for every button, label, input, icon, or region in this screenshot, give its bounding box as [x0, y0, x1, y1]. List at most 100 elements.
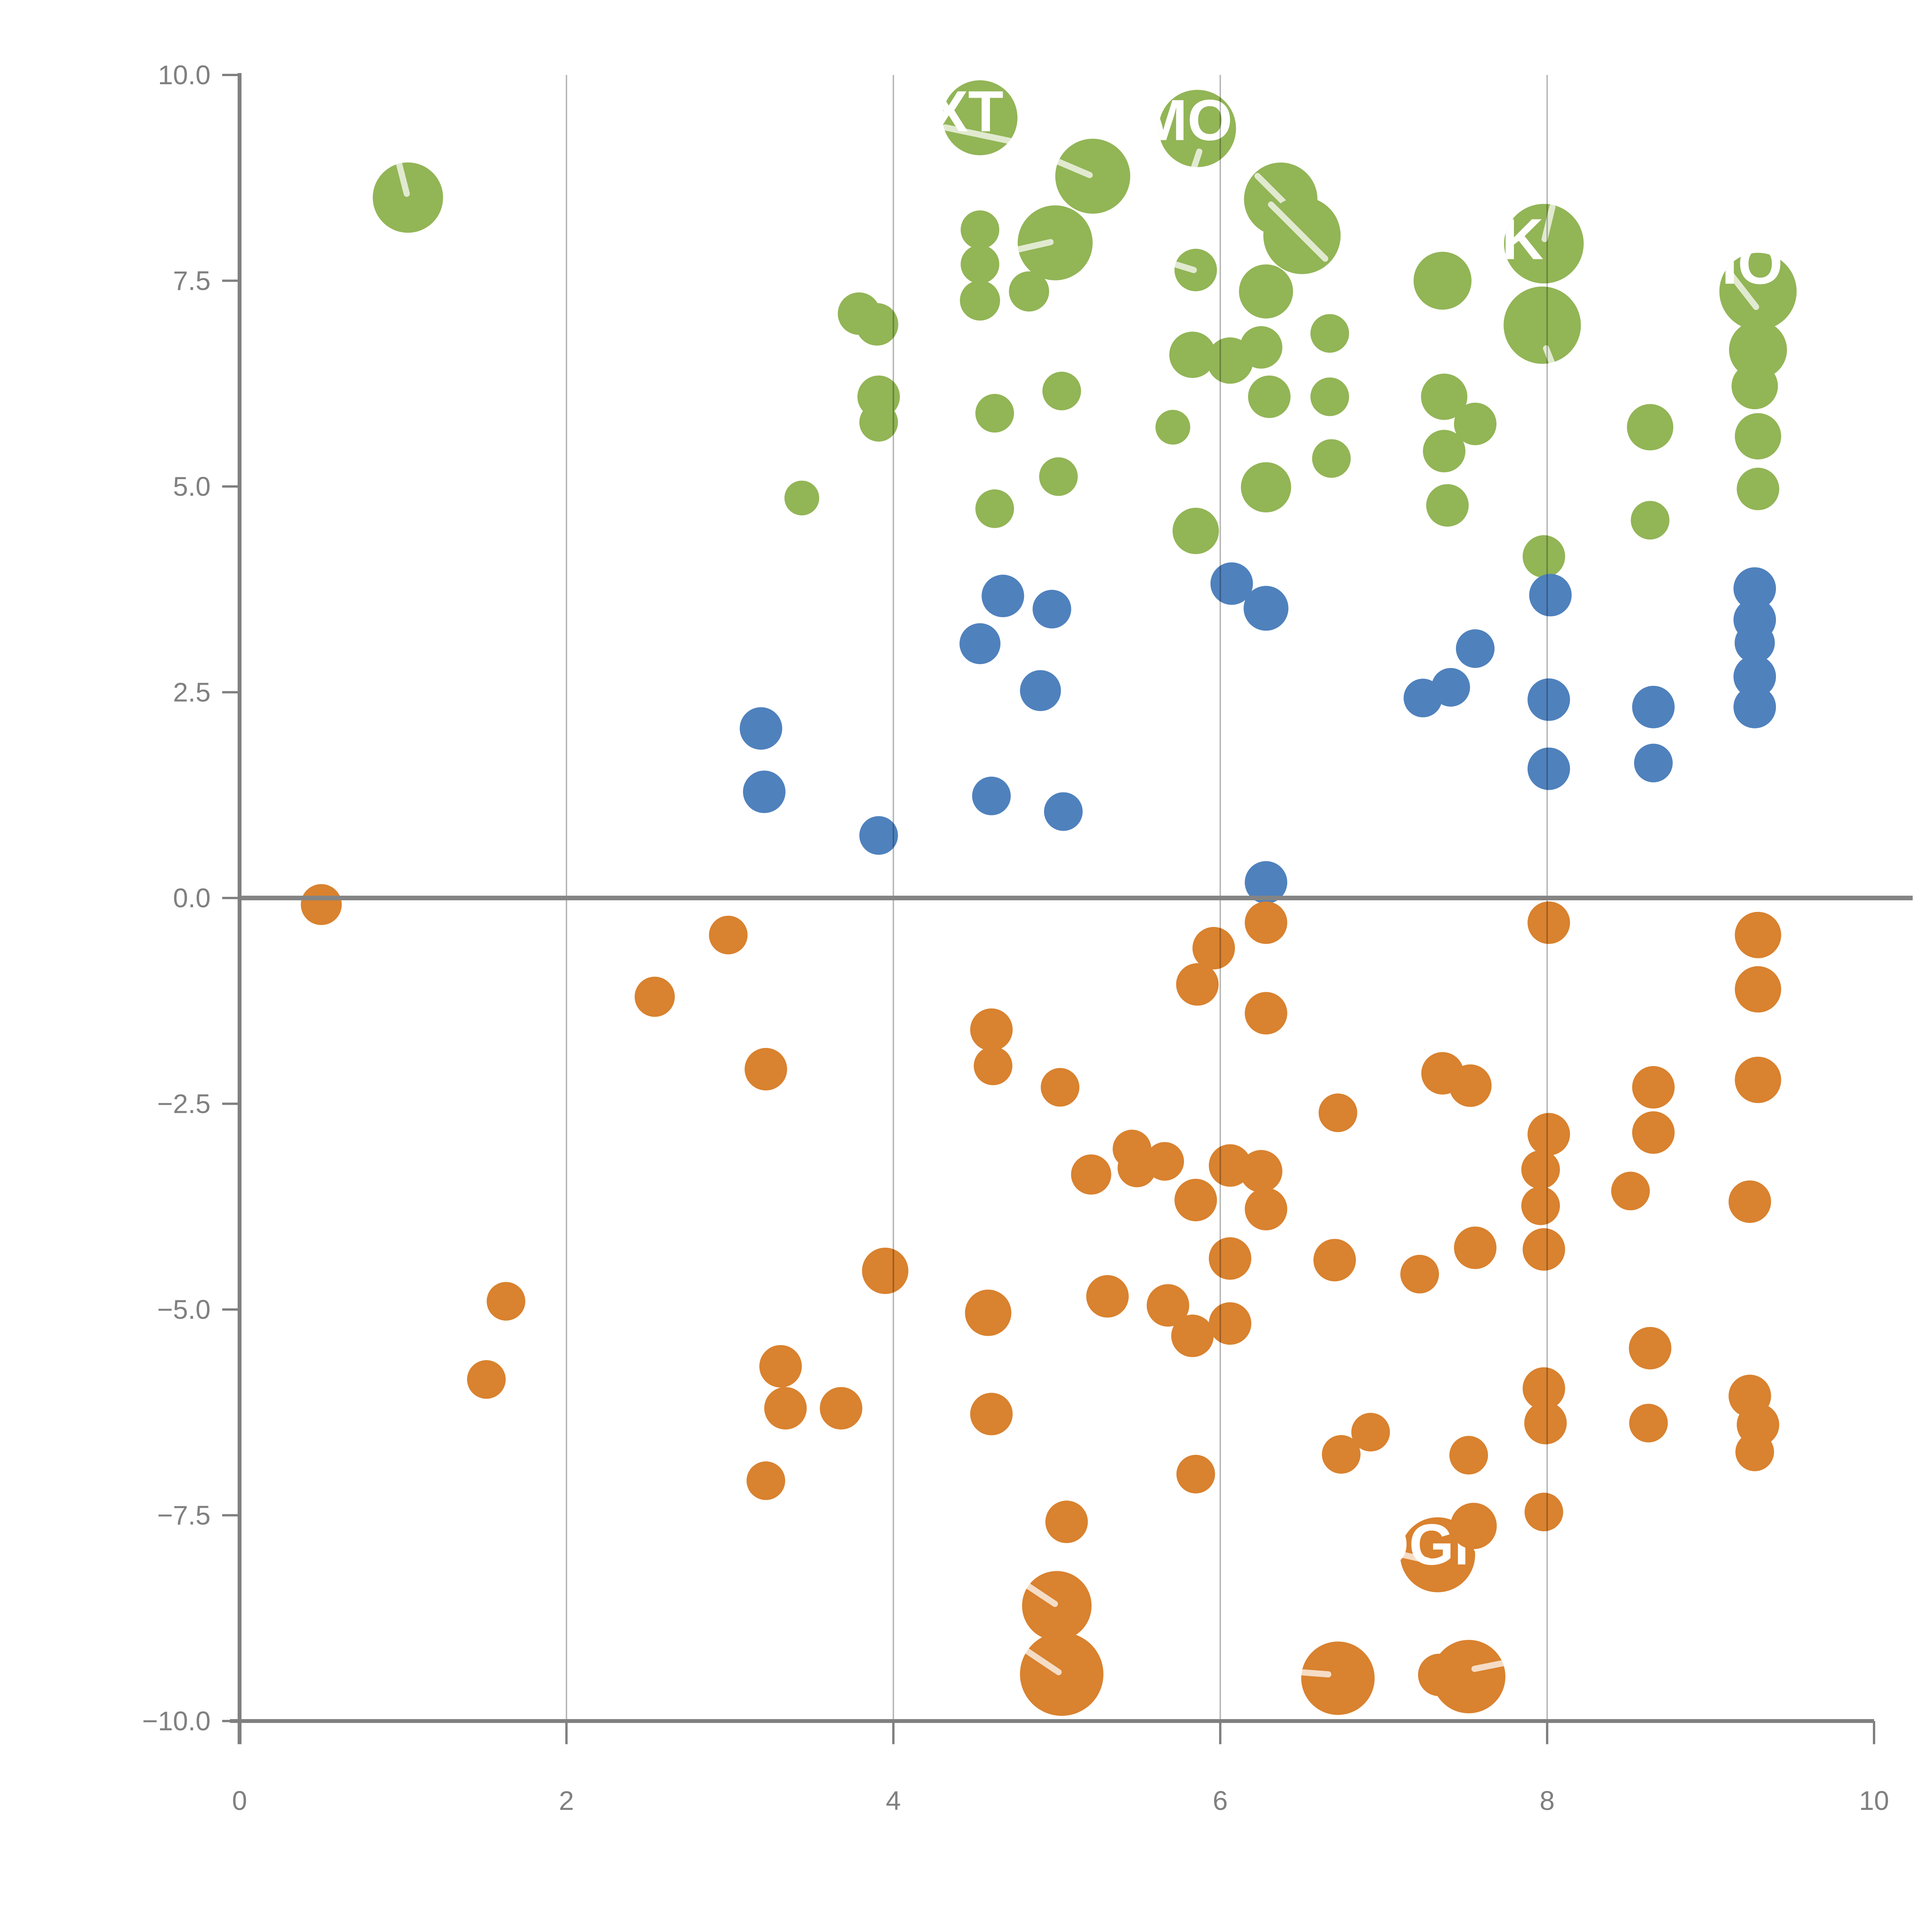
orange-bubble[interactable] — [1174, 1179, 1217, 1221]
orange-bubble[interactable] — [1300, 1641, 1375, 1715]
green-bubble[interactable] — [372, 159, 443, 233]
green-bubble[interactable] — [1053, 138, 1131, 214]
green-bubble[interactable] — [1627, 404, 1673, 451]
orange-bubble[interactable] — [634, 976, 675, 1017]
orange-bubble[interactable] — [301, 884, 342, 925]
blue-bubble[interactable] — [1527, 678, 1570, 721]
orange-bubble[interactable] — [1209, 1237, 1252, 1280]
blue-bubble[interactable] — [981, 575, 1024, 617]
blue-bubble[interactable] — [1529, 574, 1572, 617]
green-bubble[interactable] — [859, 403, 898, 442]
green-bubble[interactable] — [1240, 326, 1282, 369]
green-bubble[interactable]: XT — [929, 79, 1018, 155]
orange-bubble[interactable] — [1527, 901, 1570, 944]
blue-bubble[interactable] — [859, 816, 898, 855]
green-bubble[interactable] — [1454, 403, 1497, 446]
green-bubble[interactable] — [1039, 457, 1078, 496]
orange-bubble[interactable] — [1735, 1432, 1774, 1471]
blue-bubble[interactable] — [1044, 792, 1083, 831]
green-bubble[interactable] — [1042, 371, 1081, 410]
orange-bubble[interactable] — [820, 1387, 862, 1430]
green-bubble[interactable] — [1735, 413, 1781, 460]
blue-bubble[interactable] — [1634, 743, 1673, 782]
orange-bubble[interactable] — [1245, 901, 1287, 944]
green-bubble[interactable]: K — [1502, 204, 1584, 284]
orange-bubble[interactable] — [1521, 1186, 1560, 1225]
orange-bubble[interactable] — [1629, 1327, 1672, 1370]
green-bubble[interactable] — [1312, 439, 1351, 478]
orange-bubble[interactable] — [1521, 1150, 1560, 1189]
orange-bubble[interactable] — [1418, 1653, 1461, 1696]
green-bubble[interactable] — [1731, 363, 1778, 410]
blue-bubble[interactable] — [1431, 668, 1470, 707]
orange-bubble[interactable] — [1449, 1436, 1488, 1475]
blue-bubble[interactable] — [1243, 586, 1289, 631]
blue-bubble[interactable] — [972, 776, 1011, 815]
orange-bubble[interactable] — [970, 1393, 1013, 1435]
orange-bubble[interactable] — [1450, 1503, 1497, 1549]
green-bubble[interactable] — [1423, 430, 1466, 473]
orange-bubble[interactable] — [1351, 1413, 1390, 1452]
green-bubble[interactable] — [855, 303, 898, 346]
orange-bubble[interactable] — [745, 1048, 787, 1091]
orange-bubble[interactable] — [1176, 963, 1219, 1006]
orange-bubble[interactable] — [1527, 1113, 1570, 1156]
orange-bubble[interactable] — [1020, 1632, 1104, 1716]
orange-bubble[interactable] — [1322, 1435, 1361, 1474]
green-bubble[interactable] — [1421, 373, 1468, 420]
orange-bubble[interactable] — [1245, 1188, 1287, 1231]
orange-bubble[interactable] — [467, 1360, 506, 1399]
green-bubble[interactable] — [1169, 332, 1216, 378]
orange-bubble[interactable] — [1245, 992, 1287, 1035]
orange-bubble[interactable] — [1449, 1064, 1492, 1107]
orange-bubble[interactable] — [1454, 1226, 1497, 1269]
orange-bubble[interactable] — [1522, 1367, 1565, 1410]
orange-bubble[interactable] — [1171, 1315, 1214, 1357]
orange-bubble[interactable] — [1071, 1154, 1111, 1195]
blue-bubble[interactable] — [740, 707, 782, 750]
orange-bubble[interactable] — [1735, 912, 1781, 958]
blue-bubble[interactable] — [1527, 747, 1570, 790]
green-bubble[interactable] — [784, 480, 820, 515]
blue-bubble[interactable] — [1210, 562, 1253, 605]
blue-bubble[interactable] — [1733, 655, 1776, 698]
green-bubble[interactable]: IO — [1719, 231, 1797, 330]
green-bubble[interactable] — [1013, 205, 1093, 281]
green-bubble[interactable] — [975, 489, 1014, 528]
green-bubble[interactable] — [1503, 286, 1581, 390]
orange-bubble[interactable] — [764, 1387, 807, 1430]
green-bubble[interactable] — [1413, 252, 1472, 310]
orange-bubble[interactable] — [1041, 1068, 1080, 1107]
orange-bubble[interactable] — [1611, 1172, 1650, 1211]
blue-bubble[interactable] — [1456, 629, 1495, 668]
orange-bubble[interactable] — [1318, 1093, 1357, 1132]
orange-bubble[interactable] — [862, 1247, 908, 1294]
green-bubble[interactable] — [1239, 264, 1293, 319]
orange-bubble[interactable] — [974, 1046, 1013, 1085]
orange-bubble[interactable] — [1629, 1403, 1668, 1442]
orange-bubble[interactable] — [1524, 1401, 1567, 1444]
blue-bubble[interactable] — [1032, 590, 1071, 629]
blue-bubble[interactable] — [1245, 861, 1287, 904]
orange-bubble[interactable] — [1192, 927, 1235, 969]
orange-bubble[interactable] — [1735, 966, 1781, 1013]
orange-bubble[interactable] — [1632, 1111, 1675, 1154]
green-bubble[interactable] — [1310, 314, 1349, 353]
green-bubble[interactable] — [1310, 377, 1349, 416]
green-bubble[interactable] — [1426, 484, 1469, 527]
orange-bubble[interactable] — [1146, 1284, 1189, 1327]
green-bubble[interactable] — [1736, 468, 1779, 510]
orange-bubble[interactable] — [486, 1282, 526, 1321]
green-bubble[interactable] — [1729, 321, 1787, 379]
orange-bubble[interactable] — [709, 915, 748, 954]
green-bubble[interactable] — [1522, 535, 1565, 578]
orange-bubble[interactable] — [1728, 1180, 1771, 1223]
orange-bubble[interactable] — [759, 1345, 802, 1388]
green-bubble[interactable] — [975, 394, 1014, 433]
green-bubble[interactable] — [961, 210, 1000, 249]
green-bubble[interactable] — [1631, 501, 1670, 540]
orange-bubble[interactable] — [1240, 1150, 1282, 1193]
blue-bubble[interactable] — [1733, 567, 1776, 610]
blue-bubble[interactable] — [1733, 685, 1776, 728]
orange-bubble[interactable] — [1086, 1275, 1129, 1318]
